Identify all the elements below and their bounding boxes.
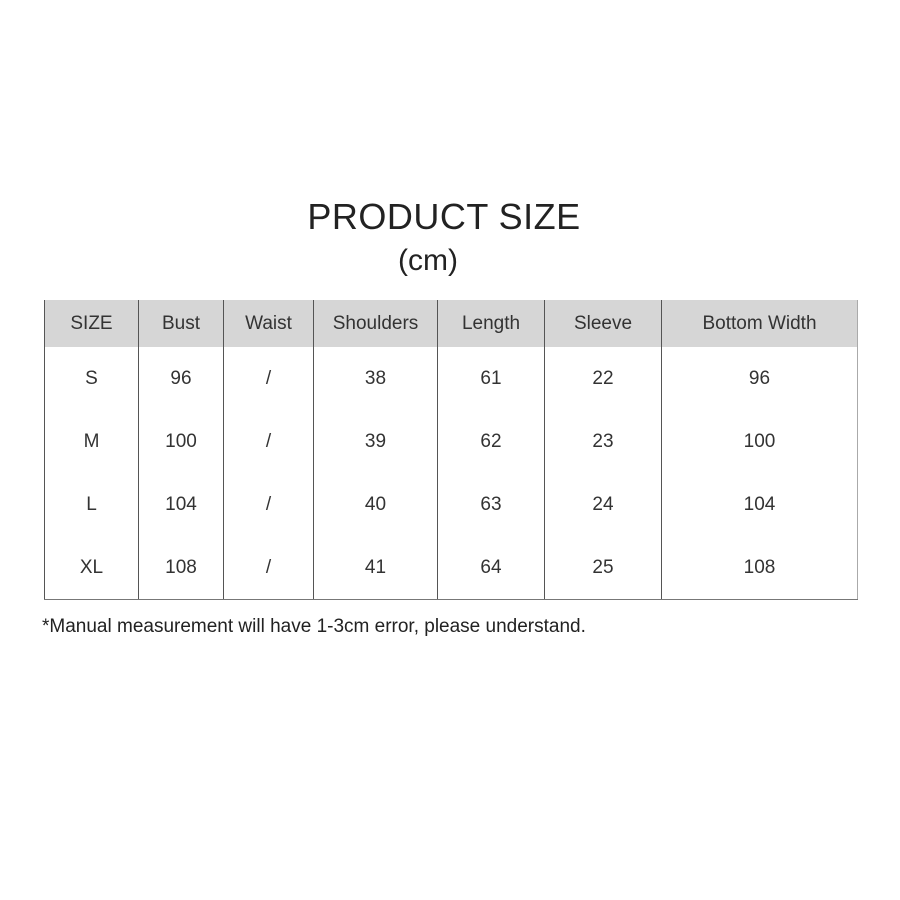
column-header: Length	[437, 300, 545, 347]
unit-label: (cm)	[398, 244, 458, 277]
table-cell: 63	[437, 473, 545, 536]
table-cell: 22	[544, 347, 662, 410]
table-cell: 100	[661, 410, 858, 473]
table-cell: /	[223, 347, 314, 410]
table-cell: 62	[437, 410, 545, 473]
table-cell: 25	[544, 536, 662, 600]
column-header: Bust	[138, 300, 224, 347]
table-row: S 96/38 61 22 96	[44, 347, 858, 410]
table-row: M 100/39 62 23 100	[44, 410, 858, 473]
table-cell: S	[44, 347, 139, 410]
table-cell: L	[44, 473, 139, 536]
table-cell: 39	[313, 410, 438, 473]
table-cell: /	[223, 536, 314, 600]
table-cell: 100	[138, 410, 224, 473]
column-header: Waist	[223, 300, 314, 347]
table-cell: /	[223, 410, 314, 473]
page-title: PRODUCT SIZE	[307, 196, 581, 237]
column-header: SIZE	[44, 300, 139, 347]
measurement-note: *Manual measurement will have 1-3cm erro…	[42, 616, 586, 637]
column-header: Shoulders	[313, 300, 438, 347]
size-table: SIZE Bust Waist Shoulders Length Sleeve Bottom…	[44, 300, 858, 600]
column-header: Sleeve	[544, 300, 662, 347]
table-cell: 61	[437, 347, 545, 410]
table-cell: 40	[313, 473, 438, 536]
table-cell: 104	[138, 473, 224, 536]
table-cell: 41	[313, 536, 438, 600]
table-row: L 104/40 63 24 104	[44, 473, 858, 536]
table-cell: M	[44, 410, 139, 473]
table-cell: 24	[544, 473, 662, 536]
table-cell: 96	[661, 347, 858, 410]
column-header: Bottom Width	[661, 300, 858, 347]
table-cell: 64	[437, 536, 545, 600]
table-header-row: SIZE Bust Waist Shoulders Length Sleeve Bottom…	[44, 300, 858, 347]
table-cell: 108	[138, 536, 224, 600]
table-cell: 108	[661, 536, 858, 600]
table-cell: 23	[544, 410, 662, 473]
table-cell: XL	[44, 536, 139, 600]
table-cell: 38	[313, 347, 438, 410]
table-cell: /	[223, 473, 314, 536]
table-cell: 96	[138, 347, 224, 410]
table-row: XL 108/41 64 25 108	[44, 536, 858, 600]
table-cell: 104	[661, 473, 858, 536]
